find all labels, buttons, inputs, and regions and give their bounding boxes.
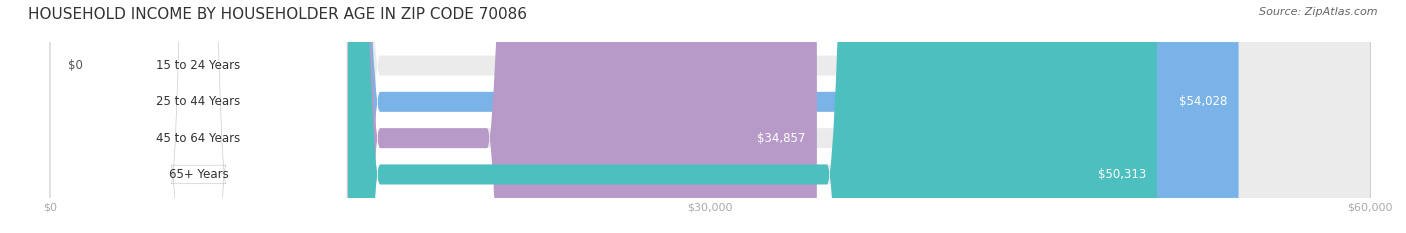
FancyBboxPatch shape: [51, 0, 1369, 233]
FancyBboxPatch shape: [51, 0, 1369, 233]
FancyBboxPatch shape: [51, 0, 1157, 233]
FancyBboxPatch shape: [51, 0, 817, 233]
Text: 65+ Years: 65+ Years: [169, 168, 228, 181]
FancyBboxPatch shape: [51, 0, 347, 233]
FancyBboxPatch shape: [51, 0, 1369, 233]
Text: $0: $0: [67, 59, 83, 72]
Text: 15 to 24 Years: 15 to 24 Years: [156, 59, 240, 72]
Text: 45 to 64 Years: 45 to 64 Years: [156, 132, 240, 145]
FancyBboxPatch shape: [51, 0, 1369, 233]
Text: $54,028: $54,028: [1180, 95, 1227, 108]
FancyBboxPatch shape: [51, 0, 347, 233]
Text: 25 to 44 Years: 25 to 44 Years: [156, 95, 240, 108]
Text: $34,857: $34,857: [758, 132, 806, 145]
Text: Source: ZipAtlas.com: Source: ZipAtlas.com: [1260, 7, 1378, 17]
FancyBboxPatch shape: [51, 0, 347, 233]
Text: $50,313: $50,313: [1098, 168, 1146, 181]
FancyBboxPatch shape: [51, 0, 347, 233]
FancyBboxPatch shape: [51, 0, 1239, 233]
Text: HOUSEHOLD INCOME BY HOUSEHOLDER AGE IN ZIP CODE 70086: HOUSEHOLD INCOME BY HOUSEHOLDER AGE IN Z…: [28, 7, 527, 22]
